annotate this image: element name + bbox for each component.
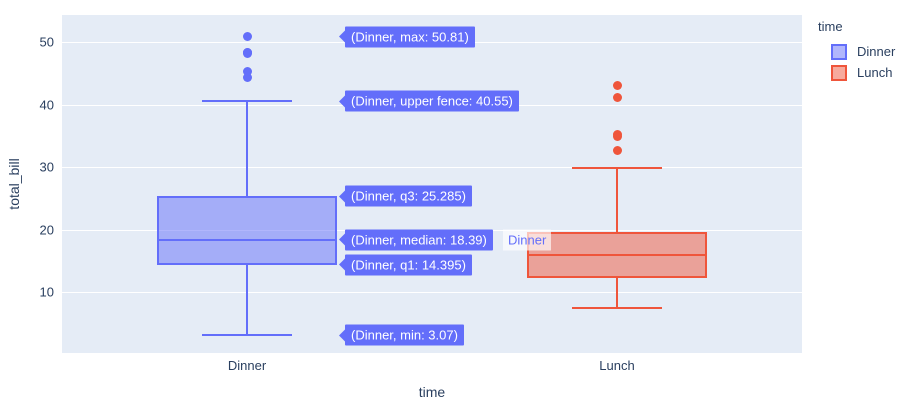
whisker-upper-lunch (616, 168, 618, 233)
whisker-lower-lunch (616, 278, 618, 308)
legend-swatch-dinner-icon (831, 43, 847, 60)
median-line-dinner (157, 238, 337, 241)
outlier-point-lunch[interactable] (612, 145, 622, 155)
hover-label-q1: (Dinner, q1: 14.395) (339, 254, 472, 276)
hover-label-max: (Dinner, max: 50.81) (339, 26, 475, 48)
legend-item-lunch[interactable]: Lunch (818, 62, 895, 83)
hover-label-median: (Dinner, median: 18.39) (339, 229, 493, 251)
y-tick-label: 30 (39, 159, 54, 175)
outlier-point-lunch[interactable] (612, 129, 622, 139)
x-axis-title: time (418, 384, 446, 400)
whisker-cap-lower-dinner (202, 334, 292, 337)
y-tick-label: 50 (39, 34, 54, 50)
outlier-point-dinner[interactable] (242, 66, 252, 76)
hover-label-min: (Dinner, min: 3.07) (339, 324, 464, 346)
whisker-lower-dinner (246, 264, 248, 336)
box-dinner[interactable] (157, 196, 337, 265)
legend-swatch-lunch-icon (831, 64, 847, 81)
median-line-lunch (527, 253, 707, 256)
x-tick-label: Dinner (227, 358, 267, 373)
outlier-point-lunch[interactable] (612, 80, 622, 90)
gridline (62, 167, 802, 168)
hover-name-label: Dinner (503, 229, 552, 251)
legend-title: time (818, 19, 843, 34)
gridline (62, 292, 802, 293)
legend: time Dinner Lunch (818, 19, 895, 83)
legend-label-lunch: Lunch (857, 65, 893, 80)
whisker-cap-lower-lunch (572, 306, 662, 309)
legend-item-dinner[interactable]: Dinner (818, 41, 895, 62)
outlier-point-lunch[interactable] (612, 92, 622, 102)
plot-area[interactable]: (Dinner, max: 50.81) (Dinner, upper fence… (62, 15, 802, 353)
y-tick-label: 20 (39, 222, 54, 237)
outlier-point-dinner[interactable] (242, 47, 252, 57)
x-tick-label: Lunch (599, 358, 635, 373)
outlier-point-dinner[interactable] (242, 73, 252, 83)
whisker-cap-upper-dinner (202, 100, 292, 103)
hover-label-q3: (Dinner, q3: 25.285) (339, 185, 472, 207)
whisker-cap-upper-lunch (572, 167, 662, 170)
y-tick-label: 10 (39, 284, 54, 300)
whisker-upper-dinner (246, 101, 248, 197)
legend-label-dinner: Dinner (857, 44, 896, 59)
outlier-point-dinner[interactable] (242, 32, 252, 42)
y-tick-label: 40 (39, 97, 54, 112)
hover-label-upper-fence: (Dinner, upper fence: 40.55) (339, 90, 519, 112)
